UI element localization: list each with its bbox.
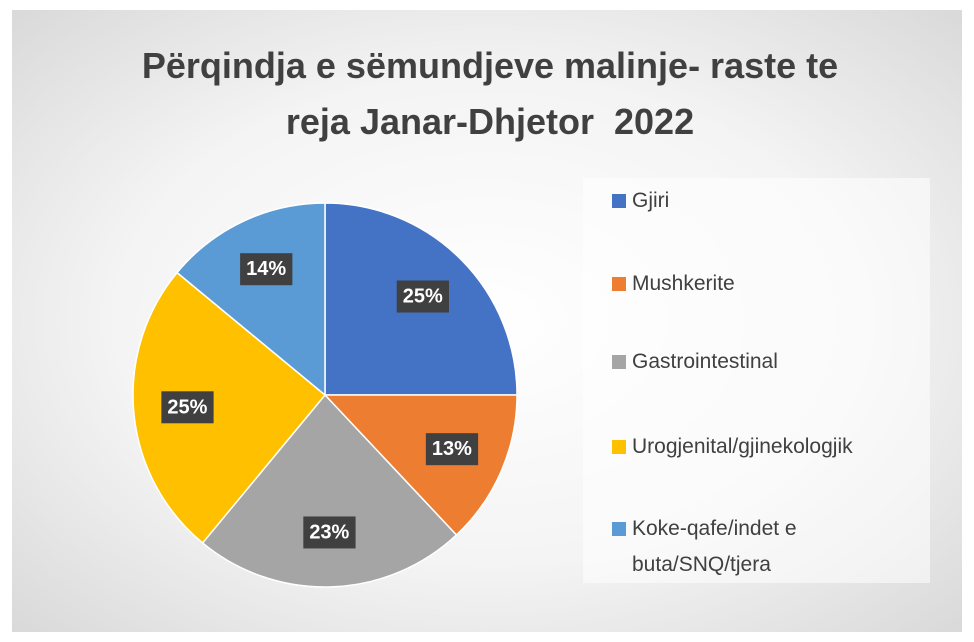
legend-label: Gastrointestinal	[632, 350, 778, 373]
data-label: 23%	[309, 521, 349, 543]
legend-swatch	[612, 194, 626, 208]
legend-item: Urogjenital/gjinekologjik	[612, 429, 922, 465]
data-label-box	[396, 280, 449, 313]
legend-swatch	[612, 440, 626, 454]
pie-slice	[201, 393, 458, 588]
legend-swatch	[612, 522, 626, 536]
pie-slice	[323, 394, 518, 537]
pie-slice	[132, 271, 327, 544]
data-label: 14%	[246, 258, 286, 280]
legend-swatch	[612, 355, 626, 369]
legend-item: Gastrointestinal	[612, 344, 922, 380]
data-label-box	[303, 516, 356, 549]
legend-label: Urogjenital/gjinekologjik	[632, 435, 853, 458]
data-label-box	[240, 253, 293, 286]
legend-label: Mushkerite	[632, 272, 735, 295]
chart-title: Përqindja e sëmundjeve malinje- raste te…	[141, 45, 849, 142]
pie-slice	[176, 202, 326, 397]
data-label: 25%	[403, 286, 443, 308]
legend: Gjiri Mushkerite Gastrointestinal Urogjenit…	[583, 178, 930, 583]
legend-item: Koke-qafe/indet e buta/SNQ/tjera	[612, 511, 922, 583]
data-label: 13%	[432, 438, 472, 460]
legend-label: Koke-qafe/indet e buta/SNQ/tjera	[632, 517, 797, 576]
data-label: 25%	[167, 396, 207, 418]
legend-swatch	[612, 277, 626, 291]
legend-label: Gjiri	[632, 189, 670, 212]
legend-item: Gjiri	[612, 183, 922, 219]
legend-item: Mushkerite	[612, 266, 922, 302]
data-label-box	[425, 433, 479, 466]
data-label-box	[161, 391, 214, 424]
